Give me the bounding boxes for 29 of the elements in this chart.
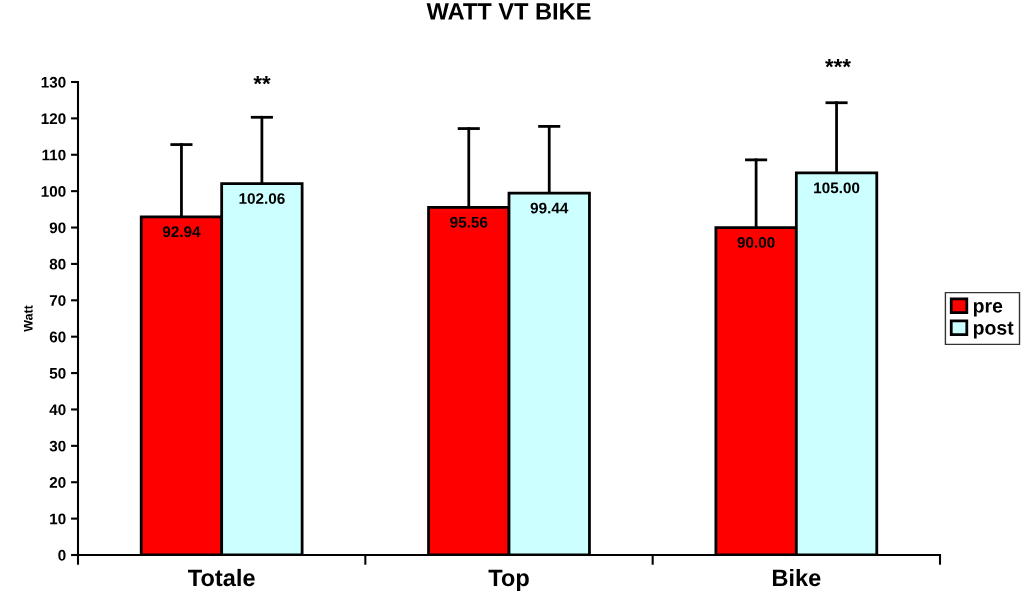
y-tick-label: 0 (58, 549, 66, 561)
x-tick-label: Totale (188, 568, 255, 587)
data-label: 102.06 (239, 193, 285, 204)
y-tick-label: 30 (49, 440, 66, 452)
y-tick-label: 120 (41, 113, 66, 125)
x-tick-label: Bike (772, 568, 821, 587)
annotation: ** (253, 76, 271, 85)
data-label: 92.94 (162, 226, 201, 238)
x-tick-label: Top (488, 569, 529, 591)
chart-title: WATT VT BIKE (426, 3, 591, 20)
y-tick-label: 40 (49, 404, 66, 416)
text: *** (825, 59, 851, 68)
y-tick-label: 60 (49, 331, 66, 343)
data-label: 105.00 (814, 182, 860, 194)
y-tick-label: 80 (49, 258, 66, 270)
y-tick-label: 130 (41, 76, 66, 88)
legend-label: post (973, 321, 1014, 339)
y-tick-label: 90 (49, 222, 66, 234)
data-label: 90.00 (737, 237, 775, 248)
y-tick-label: 100 (41, 186, 66, 197)
y-tick-label: 50 (49, 367, 66, 379)
legend-label: pre (973, 302, 1003, 317)
y-tick-label: 20 (49, 477, 66, 488)
y-axis-title: Watt (23, 305, 33, 332)
data-label: 99.44 (530, 202, 569, 214)
y-tick-label: 10 (50, 513, 66, 525)
data-label: 95.56 (450, 216, 488, 228)
y-tick-label: 110 (42, 149, 66, 161)
y-tick-label: 70 (49, 295, 66, 306)
